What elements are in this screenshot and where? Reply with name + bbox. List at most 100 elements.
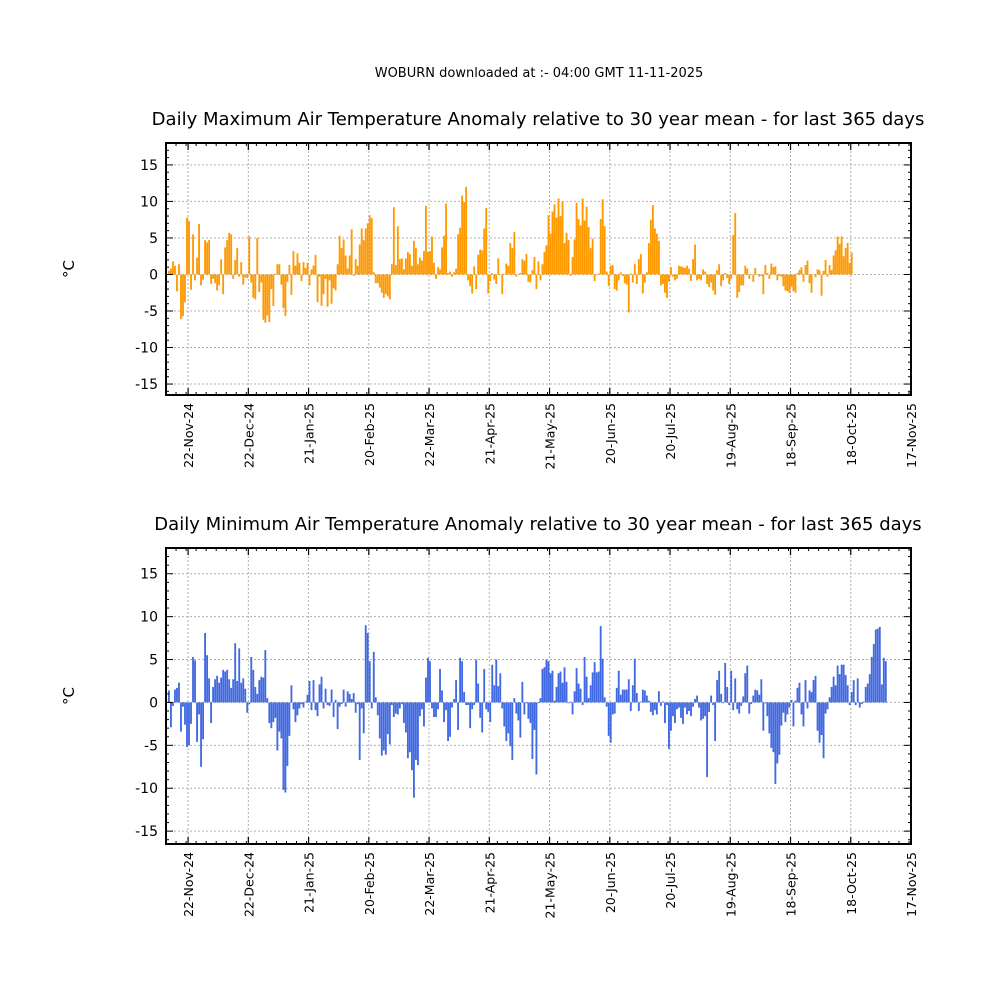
data-bar bbox=[812, 273, 815, 275]
data-bar bbox=[655, 702, 658, 715]
data-bar bbox=[465, 702, 468, 705]
data-bar bbox=[218, 682, 221, 703]
data-bar bbox=[605, 702, 608, 707]
max-temperature-chart: Daily Maximum Air Temperature Anomaly re… bbox=[60, 109, 924, 469]
data-bar bbox=[437, 702, 439, 710]
data-bar bbox=[593, 662, 596, 703]
data-bar bbox=[563, 243, 566, 275]
data-bar bbox=[662, 701, 664, 703]
data-bar bbox=[174, 689, 176, 703]
data-bar bbox=[774, 702, 777, 784]
data-bar bbox=[503, 702, 506, 727]
data-bar bbox=[459, 657, 462, 703]
data-bar bbox=[830, 686, 833, 703]
data-bar bbox=[688, 702, 690, 712]
data-bar bbox=[386, 702, 389, 735]
data-bar bbox=[762, 702, 765, 731]
data-bar bbox=[230, 234, 233, 275]
data-bar bbox=[515, 274, 518, 277]
data-bar bbox=[557, 198, 560, 275]
data-bar bbox=[224, 247, 227, 275]
data-bar bbox=[469, 274, 472, 287]
data-bar bbox=[457, 702, 460, 730]
data-bar bbox=[880, 684, 883, 703]
data-bar bbox=[362, 702, 365, 734]
data-bar bbox=[250, 656, 253, 703]
data-bar bbox=[860, 702, 863, 705]
data-bar bbox=[643, 274, 646, 283]
data-bar bbox=[637, 702, 640, 712]
data-bar bbox=[742, 274, 745, 286]
data-bar bbox=[635, 274, 638, 284]
data-bar bbox=[607, 702, 610, 736]
data-bar bbox=[360, 228, 363, 275]
data-bar bbox=[692, 259, 694, 275]
data-bar bbox=[505, 702, 508, 742]
data-bar bbox=[445, 203, 447, 275]
data-bar bbox=[406, 251, 409, 275]
data-bar bbox=[579, 688, 582, 703]
x-tick-label: 20-Jun-25 bbox=[603, 403, 618, 464]
data-bar bbox=[310, 269, 313, 275]
data-bar bbox=[645, 272, 648, 275]
data-bar bbox=[535, 702, 538, 775]
data-bar bbox=[623, 274, 626, 284]
data-bar bbox=[404, 702, 407, 733]
y-tick-label: 5 bbox=[149, 231, 158, 247]
data-bar bbox=[838, 674, 841, 703]
data-bar bbox=[204, 632, 206, 703]
data-bar bbox=[625, 274, 628, 285]
data-bar bbox=[547, 215, 550, 275]
data-bar bbox=[553, 204, 556, 275]
data-bar bbox=[848, 702, 851, 705]
data-bar bbox=[623, 689, 626, 703]
data-bar bbox=[613, 274, 616, 290]
data-bar bbox=[366, 632, 369, 703]
data-bar bbox=[276, 702, 279, 751]
data-bar bbox=[182, 274, 184, 317]
data-bar bbox=[186, 217, 188, 275]
data-bar bbox=[728, 702, 731, 705]
data-bar bbox=[425, 677, 427, 703]
data-bar bbox=[380, 274, 383, 293]
data-bar bbox=[764, 264, 767, 275]
data-bar bbox=[692, 702, 694, 707]
data-bar bbox=[734, 678, 737, 703]
data-bar bbox=[192, 656, 194, 703]
data-bar bbox=[607, 274, 610, 287]
data-bar bbox=[812, 680, 815, 703]
data-bar bbox=[734, 213, 737, 275]
data-bar bbox=[696, 274, 698, 281]
data-bar bbox=[768, 702, 771, 734]
data-bar bbox=[501, 702, 504, 709]
data-bar bbox=[529, 702, 532, 724]
data-bar bbox=[672, 274, 674, 277]
data-bar bbox=[778, 274, 781, 276]
data-bar bbox=[541, 668, 544, 703]
data-bar bbox=[332, 702, 335, 718]
data-bar bbox=[619, 272, 622, 275]
data-bar bbox=[368, 661, 371, 703]
data-bar bbox=[364, 228, 367, 275]
data-bar bbox=[475, 274, 478, 290]
data-bar bbox=[511, 248, 514, 275]
data-bar bbox=[798, 270, 801, 275]
data-bar bbox=[336, 264, 339, 275]
data-bar bbox=[559, 671, 562, 703]
data-bar bbox=[806, 702, 809, 709]
data-bar bbox=[868, 674, 871, 703]
data-bar bbox=[318, 274, 321, 277]
data-bar bbox=[465, 186, 468, 275]
data-bar bbox=[882, 657, 885, 703]
data-bar bbox=[392, 207, 395, 275]
data-bar bbox=[754, 689, 757, 703]
data-bar bbox=[529, 274, 532, 283]
data-bar bbox=[447, 702, 449, 742]
x-tick-label: 18-Oct-25 bbox=[844, 852, 859, 915]
data-bar bbox=[702, 702, 705, 719]
data-bar bbox=[332, 274, 335, 289]
data-bar bbox=[832, 676, 835, 703]
data-bar bbox=[589, 248, 592, 275]
data-bar bbox=[792, 274, 795, 292]
